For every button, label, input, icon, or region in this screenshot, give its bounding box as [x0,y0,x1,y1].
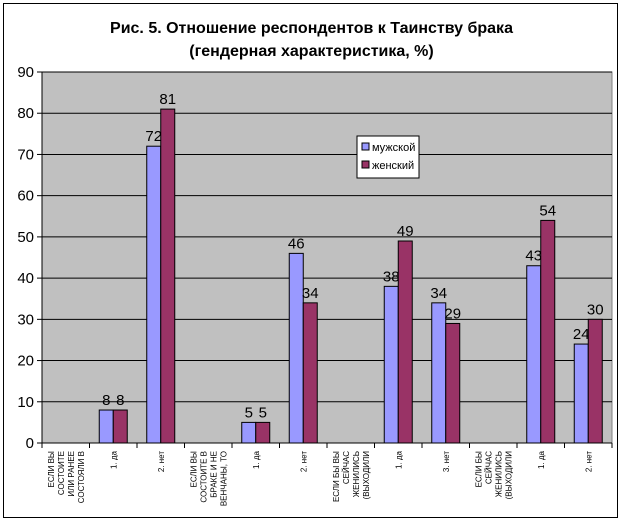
x-category-label: ЕСЛИ БЫ [474,451,483,487]
data-label: 30 [587,301,604,318]
data-label: 72 [145,128,162,145]
data-label: 24 [573,326,590,343]
x-category-label: 2. нет [299,451,308,472]
x-category-label: ЕСЛИ ВЫ [189,451,198,488]
x-category-label: БРАКЕ И НЕ [209,451,218,498]
legend-swatch [361,160,370,169]
y-tick-label: 90 [17,64,34,81]
legend-label: женский [372,160,414,172]
bar-female [540,219,556,444]
data-label: 29 [444,305,461,322]
data-label: 54 [539,202,556,219]
x-category-label: (ВЫХОДИЛИ [362,451,371,500]
bar-male [241,421,257,444]
bar-male [146,145,162,444]
data-label: 5 [259,404,267,421]
bar-male [98,409,114,444]
data-label: 46 [288,235,305,252]
data-label: 34 [430,285,447,302]
y-tick-label: 60 [17,188,34,205]
bar-female [587,318,603,444]
x-category-label: 1. да [537,450,546,469]
bar-female [255,421,271,444]
legend-label: мужской [372,142,415,154]
y-tick-label: 50 [17,229,34,246]
y-tick-label: 20 [17,353,34,370]
x-category-label: СОСТОЯЛИ В [77,451,86,503]
bar-male [383,285,399,444]
data-label: 43 [525,248,542,265]
bar-male [526,265,542,444]
bar-male [431,302,447,444]
y-tick-label: 40 [17,270,34,287]
data-label: 49 [397,223,414,240]
y-tick-label: 10 [17,394,34,411]
legend-swatch [361,142,370,151]
x-category-label: 3. нет [442,451,451,472]
bar-male [288,252,304,444]
data-label: 8 [116,392,124,409]
plot-area [41,71,613,444]
bar-female [112,409,128,444]
data-label: 81 [159,91,176,108]
data-label: 34 [302,285,319,302]
x-category-label: (ВЫХОДИЛИ [504,451,513,500]
y-tick-label: 70 [17,146,34,163]
x-category-label: 2. нет [157,451,166,472]
data-label: 38 [383,268,400,285]
chart-title: Рис. 5. Отношение респондентов к Таинств… [110,20,513,37]
x-category-label: ЖЕНИЛИСЬ [352,451,361,497]
x-category-label: ЖЕНИЛИСЬ [494,451,503,497]
data-label: 5 [245,404,253,421]
bar-female [302,302,318,444]
chart-subtitle: (гендерная характеристика, %) [189,43,434,60]
x-category-label: СЕЙЧАС [342,451,351,484]
data-label: 8 [102,392,110,409]
x-category-label: 1. да [252,450,261,469]
x-category-label: ЕСЛИ БЫ ВЫ [332,451,341,502]
x-category-label: СОСТОИТЕ В [199,451,208,503]
bar-female [445,322,461,444]
bar-female [160,108,176,444]
bar-female [397,240,413,444]
y-tick-label: 30 [17,311,34,328]
x-category-label: 1. да [394,450,403,469]
bar-male [573,343,589,444]
y-tick-label: 80 [17,105,34,122]
x-category-label: СОСТОИТЕ [57,451,66,495]
y-tick-label: 0 [26,435,34,452]
x-category-label: ЕСЛИ ВЫ [47,451,56,488]
x-category-label: ВЕНЧАНЫ, ТО [219,451,228,506]
x-category-label: СЕЙЧАС [484,451,493,484]
x-category-label: 1. да [109,450,118,469]
x-category-label: 2. нет [584,451,593,472]
x-category-label: ИЛИ РАНЕЕ [67,451,76,497]
